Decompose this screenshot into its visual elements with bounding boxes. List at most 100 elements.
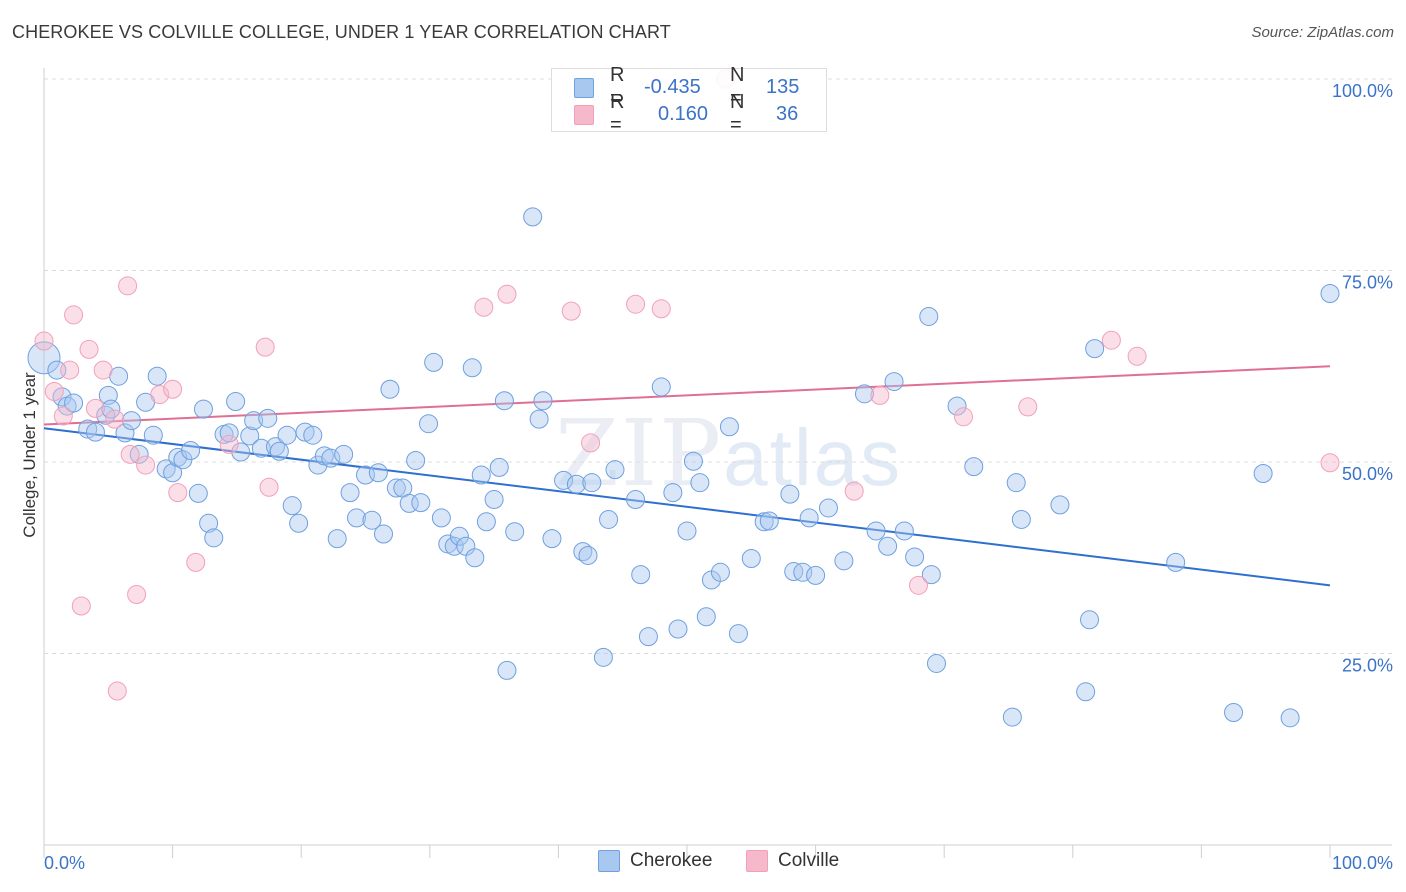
cherokee-point	[533, 391, 553, 411]
cherokee-point	[374, 524, 394, 544]
cherokee-point	[919, 306, 939, 326]
cherokee-trend-line	[43, 427, 1331, 587]
r-label: R =	[610, 91, 625, 136]
cherokee-point	[143, 425, 163, 445]
cherokee-swatch	[574, 78, 594, 98]
x-tick-label: 100.0%	[1332, 853, 1393, 873]
colville-point	[1320, 453, 1340, 473]
cherokee-point	[449, 526, 469, 546]
legend-label: Colville	[778, 850, 840, 871]
cherokee-point	[346, 508, 366, 528]
cherokee-point	[289, 513, 309, 533]
tick-labels: 100.0% 75.0% 50.0% 25.0% 0.0% 100.0%	[44, 81, 1393, 873]
cherokee-point	[1253, 463, 1273, 483]
cherokee-point	[1166, 552, 1186, 572]
colville-point	[85, 398, 105, 418]
cherokee-point	[1076, 682, 1096, 702]
colville-point	[34, 331, 54, 351]
legend-item-colville[interactable]: Colville	[746, 850, 839, 872]
cherokee-point	[780, 484, 800, 504]
cherokee-point	[476, 512, 496, 532]
cherokee-point	[85, 422, 105, 442]
cherokee-point	[854, 384, 874, 404]
colville-point	[107, 681, 127, 701]
n-value: 36	[776, 102, 799, 125]
cherokee-point	[663, 483, 683, 503]
colville-point	[581, 433, 601, 453]
source-label: Source: ZipAtlas.com	[1251, 24, 1394, 41]
cherokee-point	[866, 521, 886, 541]
colville-point	[870, 385, 890, 405]
colville-point	[259, 477, 279, 497]
y-tick-label: 50.0%	[1342, 464, 1393, 484]
cherokee-point	[523, 207, 543, 227]
colville-point	[120, 444, 140, 464]
cherokee-point	[1085, 339, 1105, 359]
colville-point	[908, 575, 928, 595]
cherokee-point	[728, 624, 748, 644]
cherokee-point	[411, 493, 431, 513]
cherokee-point	[799, 508, 819, 528]
cherokee-point	[626, 490, 646, 510]
cherokee-point	[188, 483, 208, 503]
colville-point	[60, 360, 80, 380]
colville-point	[626, 294, 646, 314]
colville-point	[1127, 346, 1147, 366]
colville-point	[150, 385, 170, 405]
cherokee-point	[489, 457, 509, 477]
cherokee-point	[677, 521, 697, 541]
cherokee-point	[362, 510, 382, 530]
cherokee-point	[444, 536, 464, 556]
cherokee-point	[1002, 707, 1022, 727]
cherokee-point	[631, 565, 651, 585]
r-value: 0.160	[658, 102, 709, 125]
cherokee-point	[683, 451, 703, 471]
y-tick-label: 100.0%	[1332, 81, 1393, 101]
cherokee-point	[269, 441, 289, 461]
cherokee-point	[905, 547, 925, 567]
cherokee-point	[1006, 473, 1026, 493]
legend-item-cherokee[interactable]: Cherokee	[598, 850, 712, 872]
cherokee-point	[231, 442, 251, 462]
cherokee-point	[101, 399, 121, 419]
colville-point	[255, 337, 275, 357]
cherokee-point	[505, 522, 525, 542]
colville-point	[105, 409, 125, 429]
cherokee-point	[406, 450, 426, 470]
cherokee-point	[115, 423, 135, 443]
cherokee-point	[926, 653, 946, 673]
cherokee-point	[484, 490, 504, 510]
cherokee-point	[1224, 702, 1244, 722]
cherokee-point	[497, 660, 517, 680]
cherokee-point	[226, 391, 246, 411]
cherokee-point	[340, 483, 360, 503]
cherokee-point	[368, 463, 388, 483]
colville-swatch	[574, 105, 594, 125]
colville-point	[136, 455, 156, 475]
cherokee-point	[1050, 495, 1070, 515]
r-label: R =	[610, 64, 625, 109]
n-value: 135	[766, 75, 800, 98]
chart-title: CHEROKEE VS COLVILLE COLLEGE, UNDER 1 YE…	[12, 22, 671, 42]
cherokee-point	[199, 513, 219, 533]
colville-point	[219, 434, 239, 454]
cherokee-point	[424, 352, 444, 372]
cherokee-point	[64, 393, 84, 413]
cherokee-point	[921, 565, 941, 585]
cherokee-point	[282, 496, 302, 516]
colville-point	[844, 481, 864, 501]
cherokee-point	[240, 426, 260, 446]
axes	[43, 68, 1392, 858]
cherokee-point	[759, 511, 779, 531]
colville-point	[953, 407, 973, 427]
cherokee-point	[251, 438, 271, 458]
y-tick-label: 75.0%	[1342, 273, 1393, 293]
cherokee-point	[605, 460, 625, 480]
cherokee-point	[964, 457, 984, 477]
cherokee-point	[1320, 283, 1340, 303]
cherokee-point	[947, 396, 967, 416]
cherokee-point	[696, 607, 716, 627]
series-legend: Cherokee Colville	[0, 850, 1406, 878]
cherokee-point	[327, 529, 347, 549]
